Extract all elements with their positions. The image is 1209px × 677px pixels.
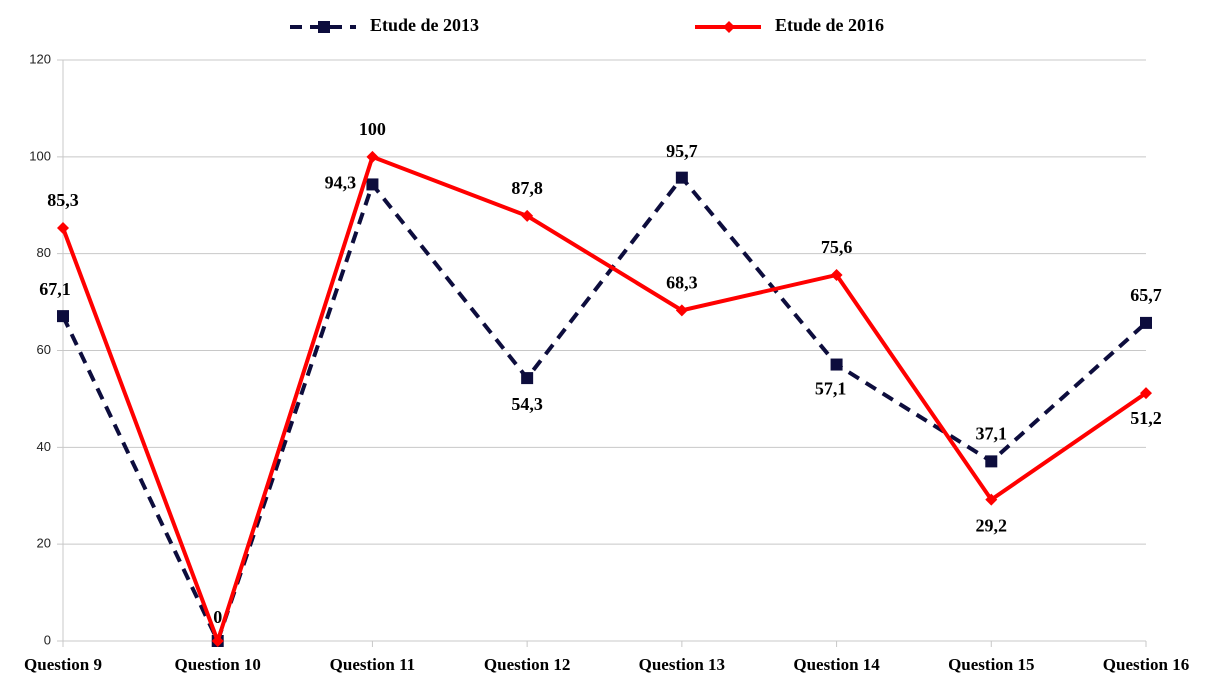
- x-tick-label: Question 9: [24, 655, 102, 674]
- y-tick-label: 80: [37, 245, 51, 260]
- value-label: 68,3: [666, 272, 698, 292]
- x-tick-label: Question 12: [484, 655, 570, 674]
- point: [366, 178, 379, 191]
- legend-marker: [723, 21, 735, 33]
- x-tick-label: Question 14: [793, 655, 880, 674]
- value-label: 87,8: [511, 178, 543, 198]
- y-tick-label: 60: [37, 342, 51, 357]
- value-label: 100: [359, 119, 386, 139]
- y-tick-label: 40: [37, 439, 51, 454]
- point: [521, 372, 534, 385]
- value-label: 94,3: [325, 173, 357, 193]
- point: [985, 455, 998, 468]
- value-label: 75,6: [821, 237, 853, 257]
- y-tick-label: 100: [29, 148, 51, 163]
- x-tick-label: Question 11: [330, 655, 416, 674]
- point: [57, 222, 69, 235]
- x-tick-label: Question 16: [1103, 655, 1189, 674]
- value-label: 95,7: [666, 141, 698, 161]
- value-label: 57,1: [815, 379, 847, 399]
- value-label: 0: [213, 607, 222, 627]
- x-tick-label: Question 15: [948, 655, 1034, 674]
- value-label: 29,2: [976, 516, 1008, 536]
- point: [1140, 316, 1152, 329]
- x-tick-label: Question 10: [174, 655, 260, 674]
- series-line: [61, 154, 1148, 648]
- y-tick-label: 120: [29, 51, 51, 66]
- point: [211, 635, 224, 647]
- series-line: [61, 174, 1148, 647]
- point: [985, 493, 998, 506]
- point: [1140, 387, 1152, 400]
- legend-label: Etude de 2016: [775, 15, 884, 35]
- value-label: 37,1: [976, 423, 1008, 443]
- point: [366, 150, 379, 163]
- point: [830, 358, 843, 371]
- y-tick-label: 0: [44, 632, 51, 647]
- y-tick-label: 20: [37, 536, 51, 551]
- value-label: 51,2: [1130, 408, 1162, 428]
- point: [675, 171, 688, 184]
- value-label: 65,7: [1130, 285, 1162, 305]
- value-label: 67,1: [39, 279, 71, 299]
- x-tick-label: Question 13: [639, 655, 725, 674]
- value-label: 85,3: [47, 190, 79, 210]
- point: [57, 310, 69, 323]
- value-label: 54,3: [511, 394, 543, 414]
- legend-label: Etude de 2013: [370, 15, 479, 35]
- point: [521, 209, 534, 222]
- point: [830, 268, 843, 281]
- legend-marker: [318, 21, 330, 33]
- point: [675, 304, 688, 317]
